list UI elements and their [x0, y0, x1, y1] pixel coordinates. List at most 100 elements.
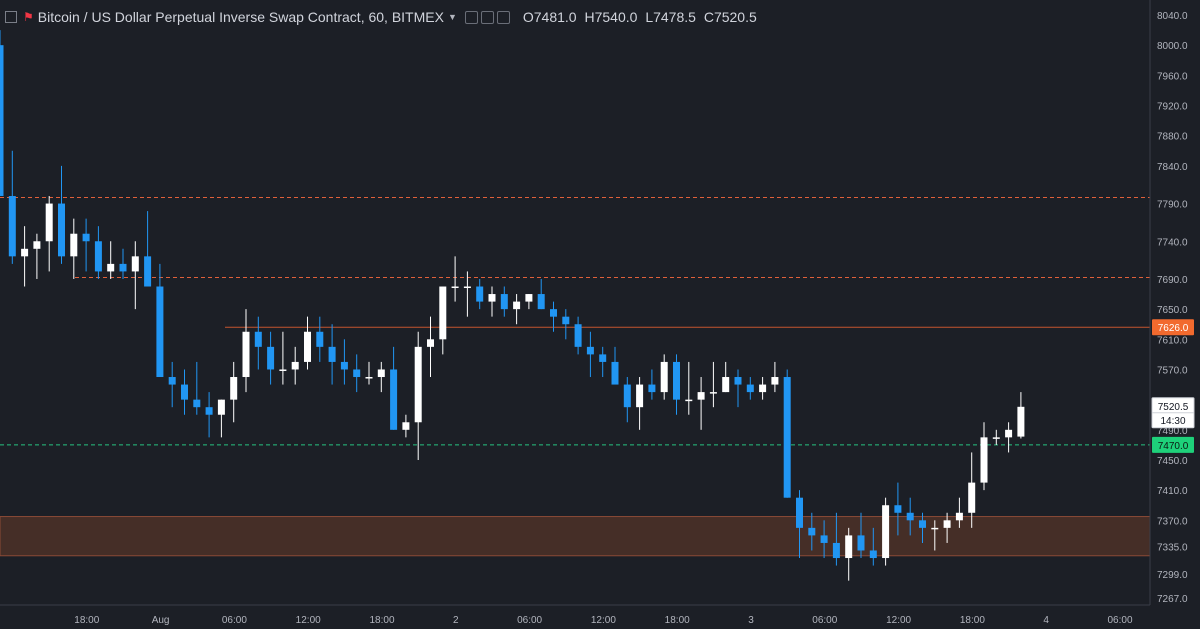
y-tick-label: 7880.0 — [1157, 132, 1188, 143]
candle — [734, 377, 742, 385]
candle — [697, 392, 705, 400]
candle — [205, 407, 213, 415]
candle — [58, 203, 65, 257]
support-price-tag-bg — [1152, 436, 1194, 453]
candle — [992, 437, 1000, 439]
candle — [8, 196, 16, 257]
candle — [623, 384, 631, 408]
hide-icon[interactable] — [496, 10, 510, 24]
y-tick-label: 7450.0 — [1157, 456, 1188, 467]
candle — [451, 286, 459, 289]
x-tick-label: 12:00 — [296, 615, 321, 626]
y-tick-label: 7335.0 — [1157, 543, 1188, 554]
candle — [845, 535, 853, 559]
candle — [119, 263, 127, 272]
y-tick-label: 7960.0 — [1157, 71, 1188, 82]
candle — [525, 294, 533, 302]
candle — [82, 233, 90, 242]
candle — [869, 550, 877, 559]
candle — [94, 241, 102, 272]
symbol-title[interactable]: Bitcoin / US Dollar Perpetual Inverse Sw… — [37, 9, 444, 25]
candle — [168, 377, 176, 385]
candle — [685, 399, 693, 402]
candle — [316, 331, 324, 347]
close-icon[interactable] — [480, 10, 494, 24]
candle — [832, 542, 840, 559]
candle — [427, 339, 434, 347]
x-tick-label: 12:00 — [591, 615, 616, 626]
candle — [783, 377, 791, 498]
candle — [217, 399, 225, 415]
y-tick-label: 7650.0 — [1157, 305, 1188, 316]
candle — [291, 361, 299, 370]
candle — [402, 422, 410, 430]
y-tick-label: 7690.0 — [1157, 275, 1188, 286]
candle — [390, 369, 398, 430]
symbol-square-icon[interactable] — [5, 11, 17, 23]
candle — [808, 527, 816, 536]
candle — [1005, 429, 1013, 438]
candle — [230, 377, 238, 400]
y-tick-label: 7370.0 — [1157, 516, 1188, 527]
candle — [156, 286, 164, 378]
ohlc-open: O7481.0 — [522, 9, 577, 25]
candle — [611, 361, 619, 385]
candle — [365, 377, 373, 379]
y-tick-label: 7740.0 — [1157, 237, 1188, 248]
candle — [586, 346, 594, 355]
candle — [980, 437, 988, 483]
ohlc-values: O7481.0 H7540.0 L7478.5 C7520.5 — [523, 9, 761, 25]
x-tick-label: Aug — [152, 615, 170, 626]
candle — [304, 331, 311, 362]
candle — [328, 346, 336, 362]
y-tick-label: 8040.0 — [1157, 11, 1188, 22]
ohlc-low: L7478.5 — [645, 9, 696, 25]
x-tick-label: 18:00 — [74, 615, 99, 626]
candle — [759, 384, 767, 393]
y-tick-label: 7790.0 — [1157, 200, 1188, 211]
candle — [340, 361, 348, 370]
ohlc-close: C7520.5 — [703, 9, 757, 25]
candle — [906, 512, 914, 521]
candle — [439, 286, 447, 340]
candle — [377, 369, 385, 378]
candle — [414, 346, 422, 423]
chart-header: ⚑ Bitcoin / US Dollar Perpetual Inverse … — [0, 0, 1150, 34]
candle — [279, 369, 287, 371]
candle — [931, 527, 939, 530]
x-tick-label: 4 — [1043, 615, 1049, 626]
candle — [771, 377, 779, 385]
candle — [500, 294, 508, 310]
chevron-down-icon[interactable]: ▼ — [447, 12, 457, 22]
candle — [636, 384, 644, 408]
candle — [0, 45, 4, 197]
candle — [513, 301, 521, 310]
candle — [599, 354, 607, 362]
candle — [45, 203, 53, 242]
flag-icon[interactable]: ⚑ — [23, 10, 34, 24]
candle — [746, 384, 754, 393]
candle — [463, 286, 471, 289]
x-tick-label: 06:00 — [222, 615, 247, 626]
candle — [144, 256, 152, 287]
x-tick-label: 18:00 — [369, 615, 394, 626]
x-tick-label: 06:00 — [517, 615, 542, 626]
candle — [70, 233, 78, 257]
last-price-tag: 7520.5 — [1158, 402, 1189, 413]
resistance-price-tag-bg — [1152, 319, 1194, 336]
support-price-tag: 7470.0 — [1158, 441, 1189, 452]
y-tick-label: 7299.0 — [1157, 570, 1188, 581]
candle — [193, 399, 201, 408]
candle — [537, 294, 545, 310]
candle — [33, 241, 41, 249]
candle — [131, 256, 139, 272]
candle — [574, 324, 582, 347]
settings-icon[interactable] — [464, 10, 478, 24]
candle — [857, 535, 865, 551]
x-tick-label: 12:00 — [886, 615, 911, 626]
candle — [242, 331, 250, 378]
candle — [562, 316, 570, 325]
candle — [648, 384, 656, 393]
x-tick-label: 2 — [453, 615, 459, 626]
